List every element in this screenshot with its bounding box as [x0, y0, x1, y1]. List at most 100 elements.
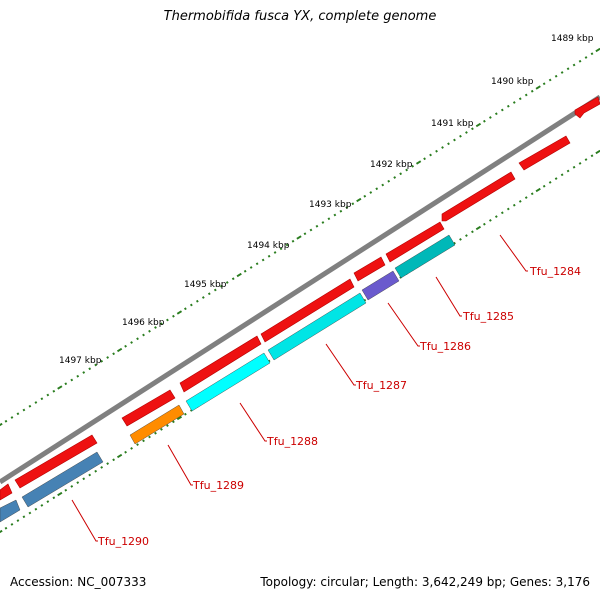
minor-tick: [172, 420, 175, 424]
gene-label[interactable]: Tfu_1290: [97, 535, 149, 548]
gene-label[interactable]: Tfu_1284: [529, 265, 581, 278]
minor-tick: [10, 523, 14, 526]
minor-tick: [351, 202, 355, 206]
minor-tick: [387, 179, 391, 183]
minor-tick: [100, 466, 104, 469]
major-tick: [236, 272, 242, 278]
minor-tick: [333, 213, 337, 217]
minor-tick: [584, 56, 588, 59]
major-tick: [116, 347, 123, 353]
gene-label[interactable]: Tfu_1289: [192, 479, 244, 492]
minor-tick: [189, 303, 193, 307]
forward-gene-arrow[interactable]: [518, 135, 571, 171]
major-tick: [535, 85, 541, 90]
minor-tick: [46, 393, 50, 397]
minor-tick: [136, 443, 139, 446]
gene-tfu-1286[interactable]: [361, 270, 400, 301]
minor-tick: [166, 424, 169, 427]
minor-tick: [154, 326, 157, 329]
forward-strand-genes: [0, 96, 600, 501]
forward-gene-arrow[interactable]: [385, 221, 445, 263]
minor-tick: [566, 67, 570, 71]
minor-tick: [34, 507, 38, 511]
minor-tick: [40, 504, 44, 507]
minor-tick: [518, 200, 522, 203]
genome-summary-text: Topology: circular; Length: 3,642,249 bp…: [260, 575, 590, 589]
minor-tick: [16, 412, 20, 416]
gene-tfu-1291[interactable]: [0, 499, 21, 523]
major-tick: [0, 422, 3, 427]
minor-tick: [10, 416, 14, 419]
minor-tick: [112, 458, 116, 462]
minor-tick: [399, 172, 403, 176]
minor-tick: [154, 431, 157, 435]
minor-tick: [572, 165, 576, 169]
minor-tick: [578, 162, 582, 165]
minor-tick: [64, 488, 68, 492]
minor-tick: [70, 485, 74, 488]
minor-tick: [471, 127, 474, 131]
minor-tick: [160, 428, 163, 431]
gene-tfu-1290[interactable]: [21, 451, 104, 508]
major-tick: [475, 225, 482, 231]
minor-tick: [459, 238, 462, 241]
major-tick: [595, 47, 600, 53]
gene-label[interactable]: Tfu_1285: [462, 310, 514, 323]
major-tick: [535, 187, 541, 193]
forward-gene-arrow[interactable]: [441, 171, 516, 222]
minor-tick: [124, 450, 127, 454]
gene-label[interactable]: Tfu_1286: [419, 340, 471, 353]
minor-tick: [393, 176, 397, 179]
minor-tick: [500, 108, 504, 112]
forward-gene-arrow[interactable]: [121, 389, 176, 427]
minor-tick: [4, 526, 8, 530]
minor-tick: [578, 59, 582, 63]
forward-gene-arrow[interactable]: [574, 96, 600, 119]
minor-tick: [184, 307, 187, 311]
gene-label[interactable]: Tfu_1288: [266, 435, 318, 448]
minor-tick: [285, 243, 289, 247]
minor-tick: [148, 435, 151, 439]
minor-tick: [273, 251, 277, 254]
minor-tick: [148, 329, 151, 333]
minor-tick: [572, 63, 576, 67]
minor-tick: [267, 254, 271, 258]
forward-gene-arrow[interactable]: [179, 335, 262, 393]
minor-tick: [315, 224, 319, 228]
gene-callout-lines: [71, 234, 528, 542]
minor-tick: [453, 138, 456, 142]
gene-tfu-1288[interactable]: [185, 352, 271, 412]
minor-tick: [441, 146, 444, 149]
gene-tfu-1289[interactable]: [129, 404, 185, 445]
gene-labels: Tfu_1284 Tfu_1285 Tfu_1286 Tfu_1287 Tfu_…: [97, 265, 581, 548]
major-tick: [595, 149, 600, 155]
minor-tick: [321, 221, 325, 224]
minor-tick: [560, 71, 564, 74]
major-tick: [176, 415, 183, 421]
forward-gene-arrow[interactable]: [260, 278, 355, 343]
minor-tick: [261, 258, 265, 262]
gene-tfu-1284[interactable]: [394, 234, 456, 279]
minor-tick: [40, 397, 44, 401]
forward-gene-arrow[interactable]: [0, 483, 13, 501]
minor-tick: [554, 74, 558, 78]
major-tick: [296, 235, 302, 240]
minor-tick: [488, 116, 492, 119]
minor-tick: [142, 333, 145, 337]
minor-tick: [303, 232, 307, 236]
minor-tick: [584, 158, 588, 161]
gene-label[interactable]: Tfu_1287: [355, 379, 407, 392]
kbp-label: 1490 kbp: [491, 77, 534, 87]
minor-tick: [172, 314, 175, 318]
minor-tick: [309, 228, 313, 232]
major-tick: [356, 197, 362, 203]
minor-tick: [459, 134, 462, 138]
minor-tick: [28, 511, 32, 515]
minor-tick: [512, 203, 516, 207]
forward-gene-arrow[interactable]: [353, 256, 386, 282]
minor-tick: [500, 211, 504, 215]
forward-gene-arrow[interactable]: [14, 434, 98, 489]
gene-tfu-1287[interactable]: [267, 292, 367, 361]
minor-tick: [554, 177, 558, 180]
reverse-strand-genes: [0, 234, 456, 523]
